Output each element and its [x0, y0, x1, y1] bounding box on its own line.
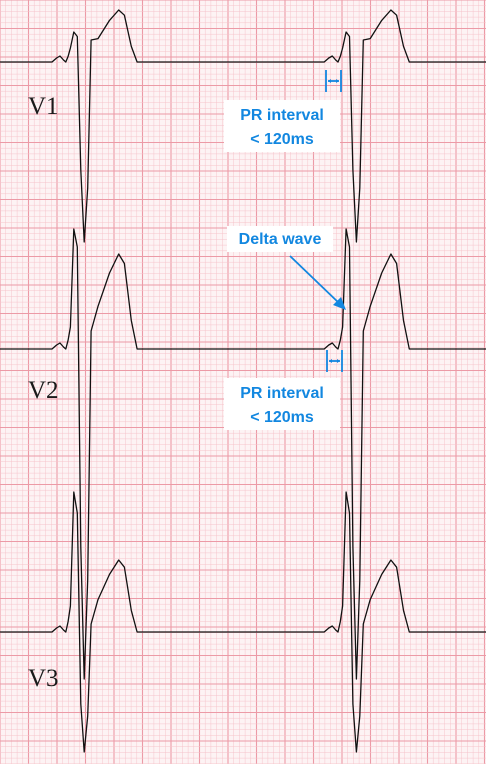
pr-interval-label-2: PR interval	[240, 385, 324, 402]
annotation-bg	[224, 378, 340, 430]
pr-interval-label-1: PR interval	[240, 107, 324, 124]
ecg-trace-v2	[0, 228, 486, 680]
annotation-bg	[224, 100, 340, 152]
ecg-trace-v1	[0, 9, 486, 243]
lead-label-v3: V3	[28, 665, 59, 692]
lead-label-v2: V2	[28, 377, 59, 404]
pr-interval-marker-v1	[325, 70, 342, 92]
annotation-bg	[227, 226, 333, 252]
pr-interval-marker-v2	[326, 350, 343, 372]
lead-label-v1: V1	[28, 93, 59, 120]
ecg-trace-v3	[0, 491, 486, 753]
pr-interval-value-1: < 120ms	[250, 131, 314, 148]
delta-wave-label: Delta wave	[239, 231, 322, 248]
pr-interval-value-2: < 120ms	[250, 409, 314, 426]
delta-wave-arrow	[289, 255, 346, 310]
